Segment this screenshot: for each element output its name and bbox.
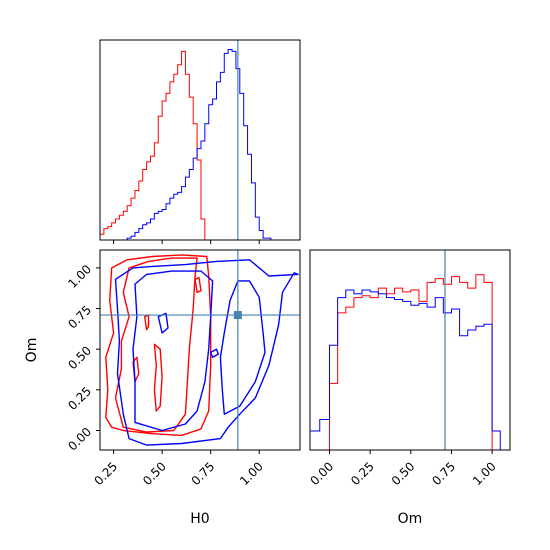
om-histogram-blue-series — [309, 289, 501, 450]
h0-histogram-blue-series — [100, 49, 299, 241]
om-histogram-frame — [309, 249, 511, 451]
contour-blue-level — [132, 270, 214, 432]
truth-point-marker — [233, 311, 242, 320]
contour-blue-level — [157, 312, 169, 334]
om-histogram-red-steps — [310, 274, 501, 451]
om-axis-label: Om — [398, 511, 423, 527]
om-y-axis-label: Om — [24, 338, 40, 363]
contour-frame — [99, 249, 301, 451]
h0-histogram-ticks — [113, 240, 260, 244]
om-histogram-blue-steps — [309, 289, 501, 450]
contour-red-level — [114, 257, 198, 433]
contour-red-level — [153, 343, 163, 412]
contours-red-series — [105, 254, 212, 437]
contour-blue-level — [210, 348, 220, 358]
contour-red-level — [105, 254, 212, 437]
h0-histogram-panel — [99, 39, 301, 244]
h0-axis-label: H0 — [190, 511, 209, 527]
h0-histogram-frame — [99, 39, 301, 241]
contour-blue-level — [219, 280, 266, 415]
om-histogram-red-series — [310, 274, 501, 451]
h0-histogram-blue-steps — [100, 49, 299, 241]
contour-red-level — [194, 276, 202, 293]
